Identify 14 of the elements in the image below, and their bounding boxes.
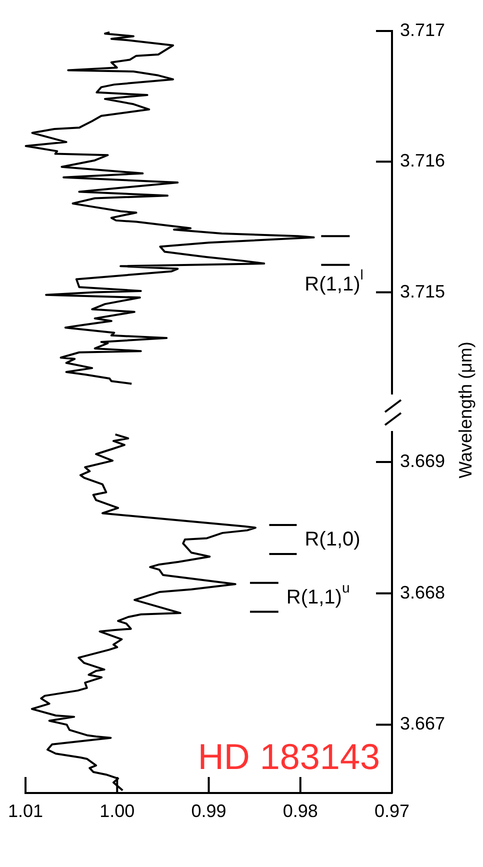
y-tick-label: 3.668	[400, 582, 446, 602]
x-tick-label: 0.97	[374, 800, 410, 821]
y-tick-label: 3.667	[400, 714, 446, 734]
y-tick-label: 3.669	[400, 450, 446, 471]
y-axis-title: Wavelength (μm)	[456, 342, 476, 478]
text: HD 183143	[198, 736, 380, 777]
x-tick-label: 0.98	[282, 800, 318, 821]
y-tick-label: 3.715	[400, 281, 446, 302]
x-tick-label: 0.99	[191, 800, 226, 821]
x-tick-label: 1.00	[100, 800, 135, 821]
y-tick-label: 3.717	[400, 20, 446, 40]
y-tick-label: 3.716	[400, 150, 446, 171]
x-tick-label: 1.01	[8, 800, 44, 821]
annotation: R(1,0)	[304, 528, 360, 550]
